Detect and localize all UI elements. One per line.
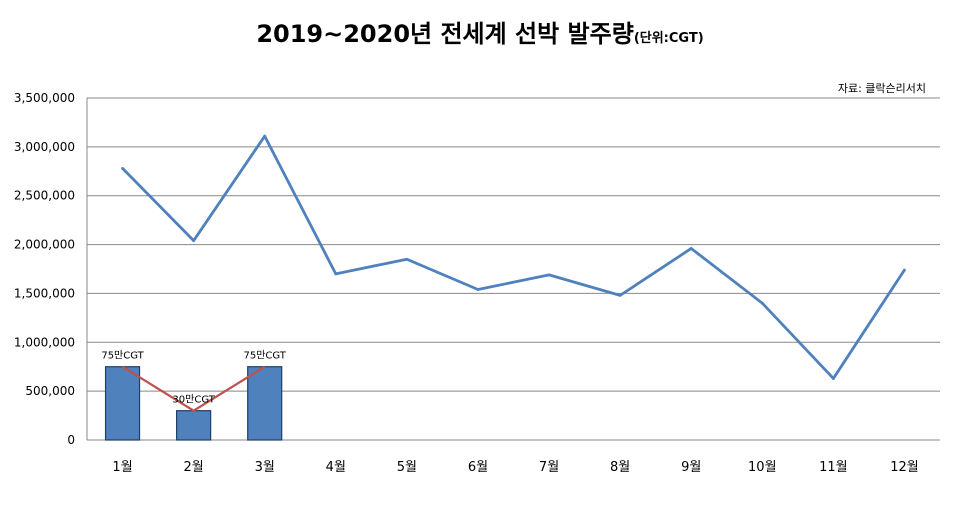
bar xyxy=(247,366,283,441)
data-point xyxy=(618,293,622,297)
y-tick-label: 1,000,000 xyxy=(14,335,75,349)
data-point xyxy=(831,377,835,380)
y-tick-label: 3,500,000 xyxy=(14,91,75,105)
series-line xyxy=(121,134,906,380)
data-point xyxy=(334,272,338,276)
bar-data-label: 75만CGT xyxy=(243,350,286,362)
bar-data-label: 30만CGT xyxy=(172,394,215,406)
x-tick-label: 1월 xyxy=(112,460,132,475)
x-tick-label: 11월 xyxy=(819,460,848,475)
y-tick-label: 500,000 xyxy=(25,384,75,398)
x-tick-label: 8월 xyxy=(610,460,630,475)
chart-title-text: 2019~2020년 전세계 선박 발주량 xyxy=(256,20,634,48)
data-point xyxy=(405,257,409,261)
y-axis-ticks: 0 500,000 1,000,000 1,500,000 2,000,000 2,500… xyxy=(14,91,75,447)
bar-connector-line xyxy=(121,365,266,412)
chart-title-unit: (단위:CGT) xyxy=(633,31,704,46)
y-tick-label: 2,500,000 xyxy=(14,189,75,203)
data-point xyxy=(547,273,551,277)
bar-data-label: 75만CGT xyxy=(101,350,144,362)
data-point xyxy=(689,247,693,250)
grid-lines xyxy=(86,97,940,441)
data-point xyxy=(263,134,267,138)
bar-labels: 75만CGT 30만CGT 75만CGT xyxy=(101,350,286,406)
y-tick-label: 1,500,000 xyxy=(14,286,75,300)
x-tick-label: 9월 xyxy=(681,460,701,475)
bars xyxy=(104,366,283,441)
y-tick-label: 3,000,000 xyxy=(14,140,75,154)
x-tick-label: 3월 xyxy=(255,460,275,475)
chart-title: 2019~2020년 전세계 선박 발주량(단위:CGT) xyxy=(0,14,960,49)
bar xyxy=(104,366,141,441)
x-tick-label: 2월 xyxy=(184,460,204,475)
data-point xyxy=(121,166,124,170)
source-note: 자료: 클락슨리서치 xyxy=(837,82,926,95)
data-point xyxy=(903,268,906,272)
data-point xyxy=(760,301,764,305)
x-tick-label: 12월 xyxy=(890,460,919,475)
x-tick-label: 6월 xyxy=(468,460,488,475)
x-axis-ticks: 1월 2월 3월 4월 5월 6월 7월 8월 9월 10월 11월 12월 xyxy=(112,460,918,475)
x-tick-label: 5월 xyxy=(397,460,417,475)
y-tick-label: 0 xyxy=(67,433,75,447)
y-tick-label: 2,000,000 xyxy=(14,238,75,252)
bar xyxy=(176,410,212,441)
data-point xyxy=(476,288,480,291)
x-tick-label: 10월 xyxy=(748,460,777,475)
series-lines xyxy=(121,134,906,412)
data-point xyxy=(192,239,196,243)
x-tick-label: 7월 xyxy=(539,460,559,475)
x-tick-label: 4월 xyxy=(326,460,346,475)
